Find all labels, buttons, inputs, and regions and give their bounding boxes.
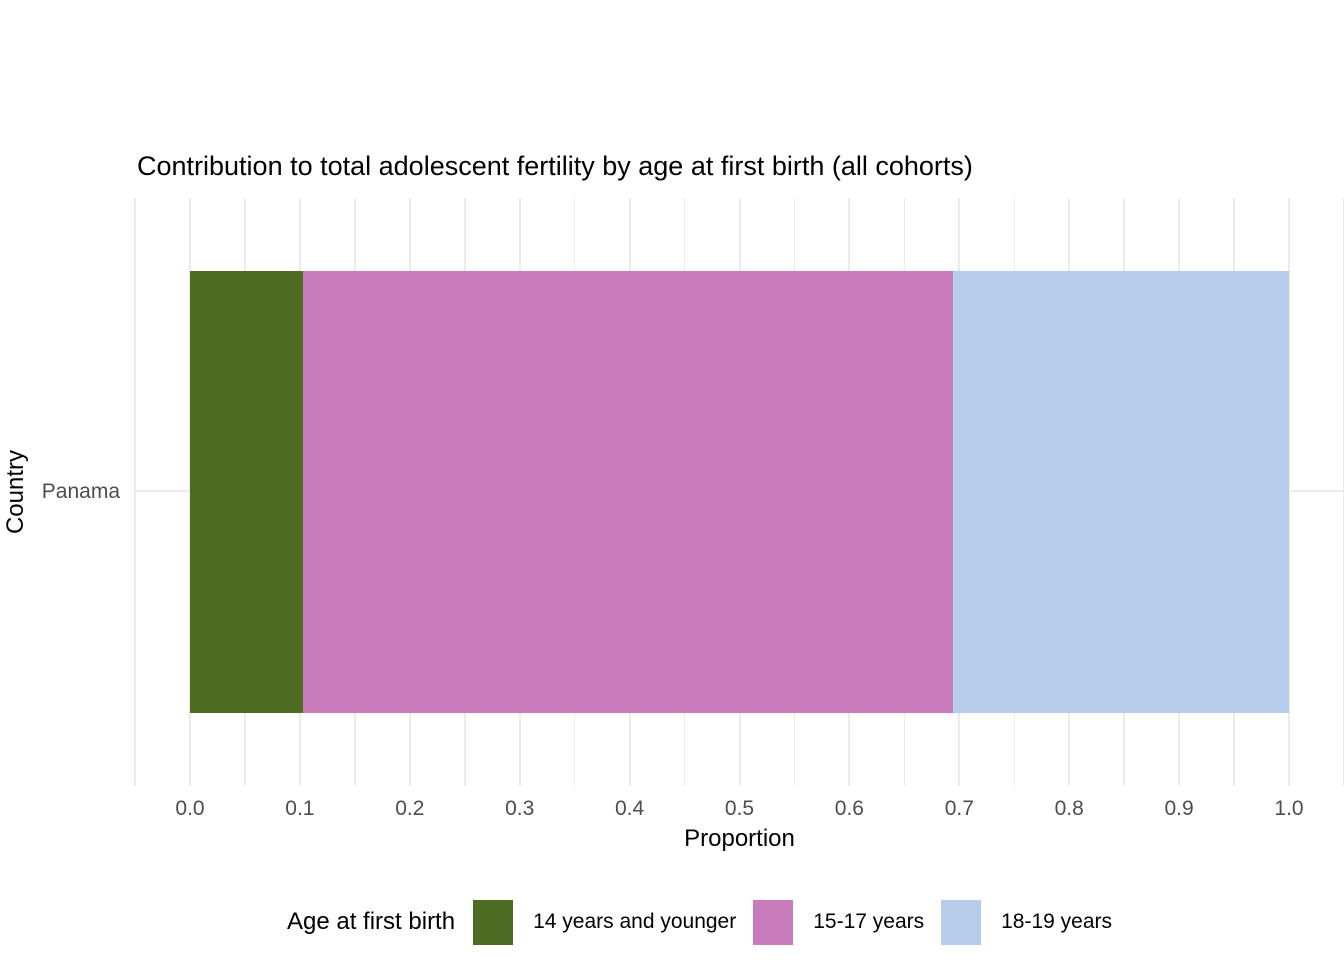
legend-items: 14 years and younger 15-17 years 18-19 yea… [473, 899, 1129, 945]
legend-swatch-icon [473, 899, 514, 945]
legend: Age at first birth 14 years and younger 1… [287, 897, 1129, 947]
legend-label: 18-19 years [1001, 910, 1113, 933]
legend-swatch-icon [753, 899, 794, 945]
x-axis-title: Proportion [684, 825, 795, 852]
bar-segment-2 [303, 271, 953, 713]
legend-item: 18-19 years [941, 899, 1113, 945]
legend-title: Age at first birth [287, 908, 456, 935]
x-axis-ticks: 0.0 0.1 0.2 0.3 0.4 0.5 0.6 0.7 0.8 0.9 1.0 [0, 797, 1344, 823]
x-tick-label: 0.2 [395, 797, 425, 820]
x-tick-label: 0.6 [834, 797, 864, 820]
x-tick-label: 0.4 [614, 797, 645, 820]
gridline-vertical [134, 198, 136, 786]
x-tick-label: 0.1 [285, 797, 315, 820]
legend-label: 14 years and younger [533, 910, 737, 933]
y-axis-title: Country [2, 449, 29, 535]
legend-label: 15-17 years [813, 910, 925, 933]
x-tick-label: 1.0 [1274, 797, 1304, 820]
legend-item: 15-17 years [753, 899, 925, 945]
bar-segment-1 [190, 271, 304, 713]
x-tick-label: 0.3 [505, 797, 535, 820]
gridline-vertical [1288, 198, 1290, 786]
legend-item: 14 years and younger [473, 899, 737, 945]
x-tick-label: 0.0 [175, 797, 205, 820]
x-tick-label: 0.9 [1164, 797, 1194, 820]
x-tick-label: 0.8 [1054, 797, 1084, 820]
plot-title: Contribution to total adolescent fertili… [137, 151, 973, 181]
plot-panel [134, 198, 1344, 786]
y-tick-label-panama: Panama [41, 480, 120, 503]
legend-swatch-icon [941, 899, 982, 945]
stacked-bar [190, 271, 1289, 713]
x-tick-label: 0.5 [724, 797, 755, 820]
bar-segment-3 [952, 271, 1289, 713]
x-tick-label: 0.7 [944, 797, 974, 820]
